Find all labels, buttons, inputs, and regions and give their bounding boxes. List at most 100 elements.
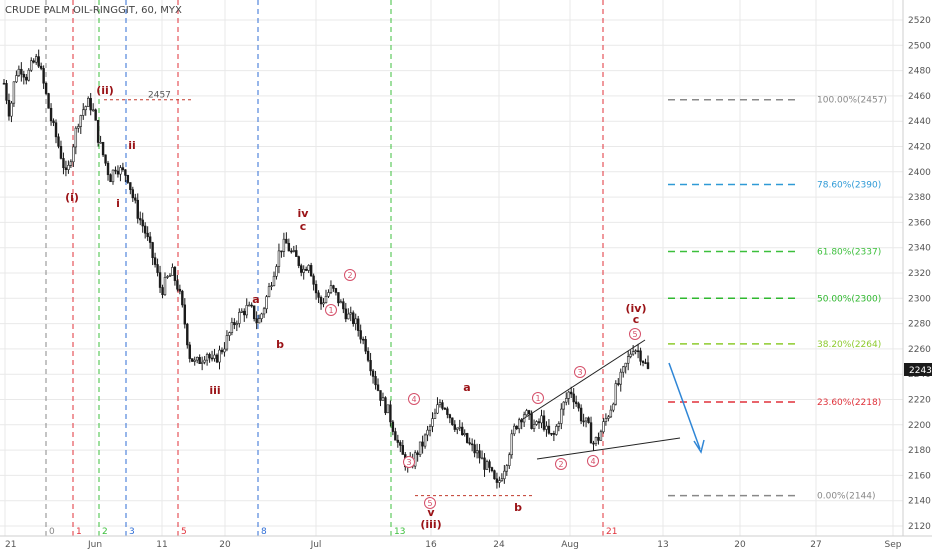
wave-label: b <box>276 338 284 351</box>
candle-body <box>535 421 538 425</box>
candle-body <box>582 420 585 423</box>
candle-body <box>329 285 333 293</box>
candle-body <box>389 404 392 423</box>
candle-body <box>106 162 110 176</box>
wave-circle-marker: 1 <box>532 392 544 404</box>
candle-body <box>513 425 516 435</box>
candle-body <box>243 310 246 316</box>
candle-body <box>126 175 130 183</box>
candle-body <box>312 275 315 285</box>
wave-circle <box>344 269 356 281</box>
candle-body <box>265 296 268 310</box>
candle-body <box>314 283 318 294</box>
candle-body <box>104 154 107 164</box>
candle-body <box>200 361 204 364</box>
candle-body <box>527 410 531 414</box>
candle-body <box>59 146 63 159</box>
candle-body <box>441 402 444 409</box>
wave-circle-marker: 2 <box>344 269 356 281</box>
candle-body <box>498 480 501 483</box>
candle-body <box>166 276 169 278</box>
candle-body <box>54 122 58 138</box>
candle-body <box>223 348 226 353</box>
candle-body <box>570 391 573 395</box>
candle-body <box>72 146 75 163</box>
wave-circle-label: 3 <box>577 368 582 377</box>
candle-body <box>77 126 80 129</box>
candle-body <box>262 308 266 315</box>
candle-body <box>215 354 219 363</box>
candle-body <box>602 421 605 433</box>
price-tick-label: 2120 <box>908 522 931 532</box>
wave-circle <box>629 328 641 340</box>
wave-label: c <box>300 220 307 233</box>
candle-body <box>448 414 452 419</box>
candle-body <box>91 109 95 112</box>
candle-body <box>478 450 481 459</box>
candle-body <box>483 457 486 470</box>
candle-body <box>505 465 509 472</box>
candle-body <box>134 197 137 201</box>
fib-time-number: 2 <box>102 527 108 537</box>
candle-body <box>252 305 256 320</box>
candle-body <box>87 98 90 107</box>
wave-circle <box>424 497 436 509</box>
fib-level-label: 38.20%(2264) <box>817 340 881 350</box>
candle-body <box>121 167 125 171</box>
candle-body <box>371 370 375 377</box>
candle-body <box>290 250 293 253</box>
time-axis[interactable]: 21 Jun 11 20 Jul 16 24 Aug 13 20 27 Sep <box>5 540 902 550</box>
candle-body <box>552 433 556 435</box>
candle-body <box>67 164 70 170</box>
time-tick-label: Jun <box>87 540 102 550</box>
price-tick-label: 2220 <box>908 396 931 406</box>
candle-body <box>525 410 528 416</box>
candle-body <box>141 219 144 227</box>
candle-body <box>153 257 157 265</box>
candle-body <box>547 425 551 434</box>
fib-time-number: 21 <box>606 527 617 537</box>
price-axis[interactable]: 2520 2500 2480 2460 2440 2420 2400 2380 2360 2340… <box>908 16 931 532</box>
wave-circle <box>408 393 420 405</box>
candle-body <box>57 136 60 147</box>
candle-body <box>565 398 568 403</box>
candle-body <box>186 323 189 346</box>
candle-body <box>94 109 97 121</box>
candle-body <box>473 444 476 454</box>
candle-body <box>297 256 300 266</box>
wave-label: v <box>427 506 435 519</box>
candle-body <box>161 287 164 296</box>
candle-body <box>508 454 511 466</box>
candle-body <box>589 422 593 444</box>
candle-body <box>614 383 618 405</box>
candle-body <box>366 350 370 361</box>
candle-body <box>468 442 471 445</box>
candle-body <box>79 115 82 127</box>
candle-body <box>401 445 404 455</box>
candle-body <box>225 335 229 350</box>
candle-body <box>376 384 380 391</box>
candle-body <box>557 423 561 427</box>
candle-body <box>245 305 248 316</box>
candle-body <box>292 250 295 252</box>
candle-body <box>27 69 30 81</box>
candle-body <box>500 478 504 481</box>
candle-body <box>255 318 258 324</box>
candle-body <box>168 275 172 277</box>
candle-body <box>495 478 499 483</box>
wave-circle-label: 1 <box>328 306 333 315</box>
candle-body <box>530 413 533 429</box>
candle-body <box>453 424 456 430</box>
candle-body <box>537 421 541 424</box>
candle-body <box>146 232 149 238</box>
projection-arrow-line <box>668 362 701 450</box>
fib-time-lines: 0 1 2 3 5 8 13 21 <box>45 0 617 537</box>
candle-body <box>475 450 479 454</box>
candle-body <box>612 403 615 411</box>
candle-body <box>267 286 271 297</box>
candle-body <box>342 301 345 310</box>
candle-body <box>47 93 50 109</box>
wave-circle-marker: 4 <box>408 393 420 405</box>
candle-body <box>171 267 174 276</box>
candle-body <box>317 292 320 298</box>
